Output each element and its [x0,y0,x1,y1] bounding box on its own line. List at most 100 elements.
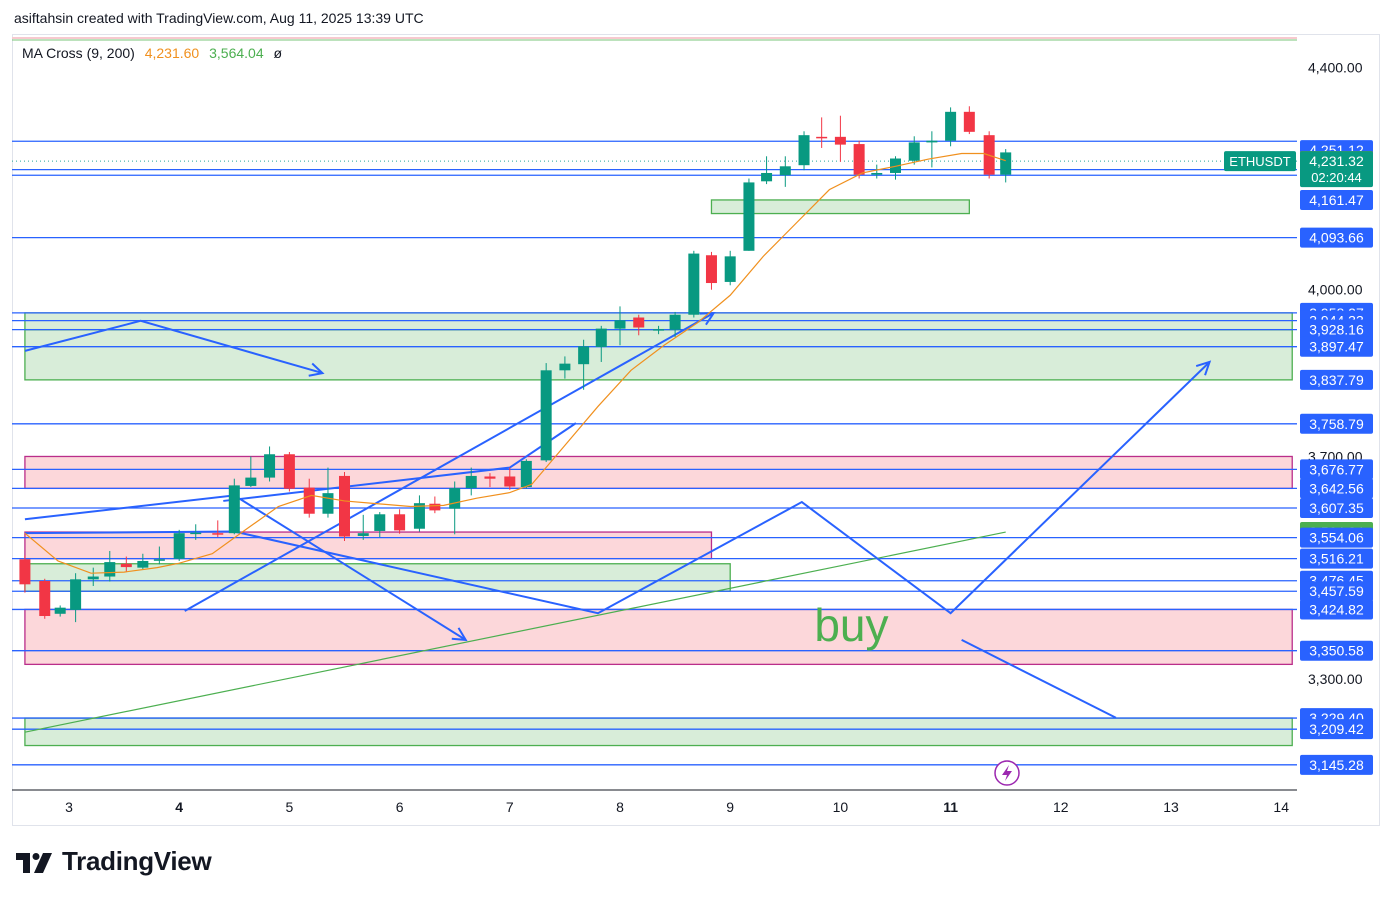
buy-annotation: buy [814,599,888,651]
candle [137,553,149,570]
candle [39,578,51,619]
price-label-text: 3,209.42 [1309,721,1364,737]
candle-body [70,579,82,610]
candle-body [54,607,66,614]
candle-body [559,363,571,371]
candle-body [228,485,240,534]
price-label-text: 4,161.47 [1309,192,1364,208]
price-label: 3,516.21 [1300,548,1373,569]
indicator-symbol-icon: ø [273,45,283,61]
candle [54,605,66,617]
candle [70,573,82,623]
current-price-text: 4,231.32 [1309,153,1364,169]
price-label-text: 3,837.79 [1309,372,1364,388]
indicator-name: MA Cross (9, 200) [22,45,135,61]
candle [245,456,257,488]
candle [87,567,99,586]
candle-body [190,532,202,535]
candle [429,496,441,514]
price-label: 3,897.47 [1300,336,1373,357]
candle-body [120,563,132,568]
candle-body [374,514,386,531]
trend-arrow [24,361,1211,615]
x-tick-label: 4 [175,799,183,815]
candle-body [283,454,295,489]
price-zone [24,563,731,592]
symbol-tag-text: ETHUSDT [1229,154,1290,169]
trend-arrow [24,319,323,375]
candle [394,509,406,534]
candle-body [520,460,532,488]
candle [834,115,846,162]
candle-body [834,136,846,145]
current-price-bg [1300,151,1373,188]
candle-body [449,488,461,509]
candle-body [653,329,665,331]
y-tick-label: 3,300.00 [1308,671,1363,687]
candle [743,178,755,251]
price-label: 3,424.82 [1300,599,1373,620]
price-label: 3,758.79 [1300,413,1373,434]
price-label: 3,145.28 [1300,754,1373,775]
price-label-text: 3,350.58 [1309,643,1364,659]
price-label-bg [1300,640,1373,661]
x-tick-label: 9 [726,799,734,815]
candle-body [669,314,681,330]
candle-body [926,140,938,143]
candle [449,481,461,535]
candle-body [465,475,477,489]
indicator-legend[interactable]: MA Cross (9, 200) 4,231.60 3,564.04 ø [22,45,288,61]
price-zone [24,717,1293,747]
ma-fast-line [24,152,1006,574]
candle [153,546,165,565]
candle-body [761,172,773,182]
price-label: 3,607.35 [1300,497,1373,518]
candle-body [303,487,315,514]
candle [173,529,185,561]
price-zone [24,328,1293,381]
candle [264,446,276,482]
indicator-fast-value: 4,231.60 [144,45,200,61]
x-tick-label: 5 [286,799,294,815]
tradingview-logo[interactable]: TradingView [14,846,212,877]
price-label: 3,457.59 [1300,581,1373,602]
price-label: 4,093.66 [1300,227,1373,248]
candle [120,556,132,573]
price-zone [710,199,970,215]
y-tick-label: 4,400.00 [1308,59,1363,75]
candle [484,473,496,488]
candle-body [39,580,51,617]
candle [705,251,717,290]
candle [761,156,773,185]
candle [945,107,957,147]
price-label-text: 3,424.82 [1309,601,1364,617]
arrow-head [1195,360,1212,376]
candle-body [578,346,590,365]
price-label-text: 3,607.35 [1309,500,1364,516]
price-label: 3,209.42 [1300,719,1373,740]
candle-body [688,253,700,315]
trend-arrow [184,312,715,612]
candle [212,520,224,538]
candle-body [322,493,334,514]
candle-body [816,136,828,139]
candle-body [853,144,865,175]
candle [374,512,386,538]
x-tick-label: 12 [1053,799,1069,815]
price-label-bg [1300,227,1373,248]
candle-body [264,454,276,478]
price-label-text: 3,928.16 [1309,322,1364,338]
candle [504,467,516,490]
price-label: 3,928.16 [1300,319,1373,340]
price-label-bg [1300,413,1373,434]
price-label-text: 3,758.79 [1309,416,1364,432]
lightning-icon [994,760,1020,786]
price-label-text: 3,676.77 [1309,461,1364,477]
candle-body [595,328,607,347]
candle-body [945,111,957,141]
candle-body [173,533,185,559]
price-label-bg [1300,527,1373,548]
candle-body [705,255,717,284]
